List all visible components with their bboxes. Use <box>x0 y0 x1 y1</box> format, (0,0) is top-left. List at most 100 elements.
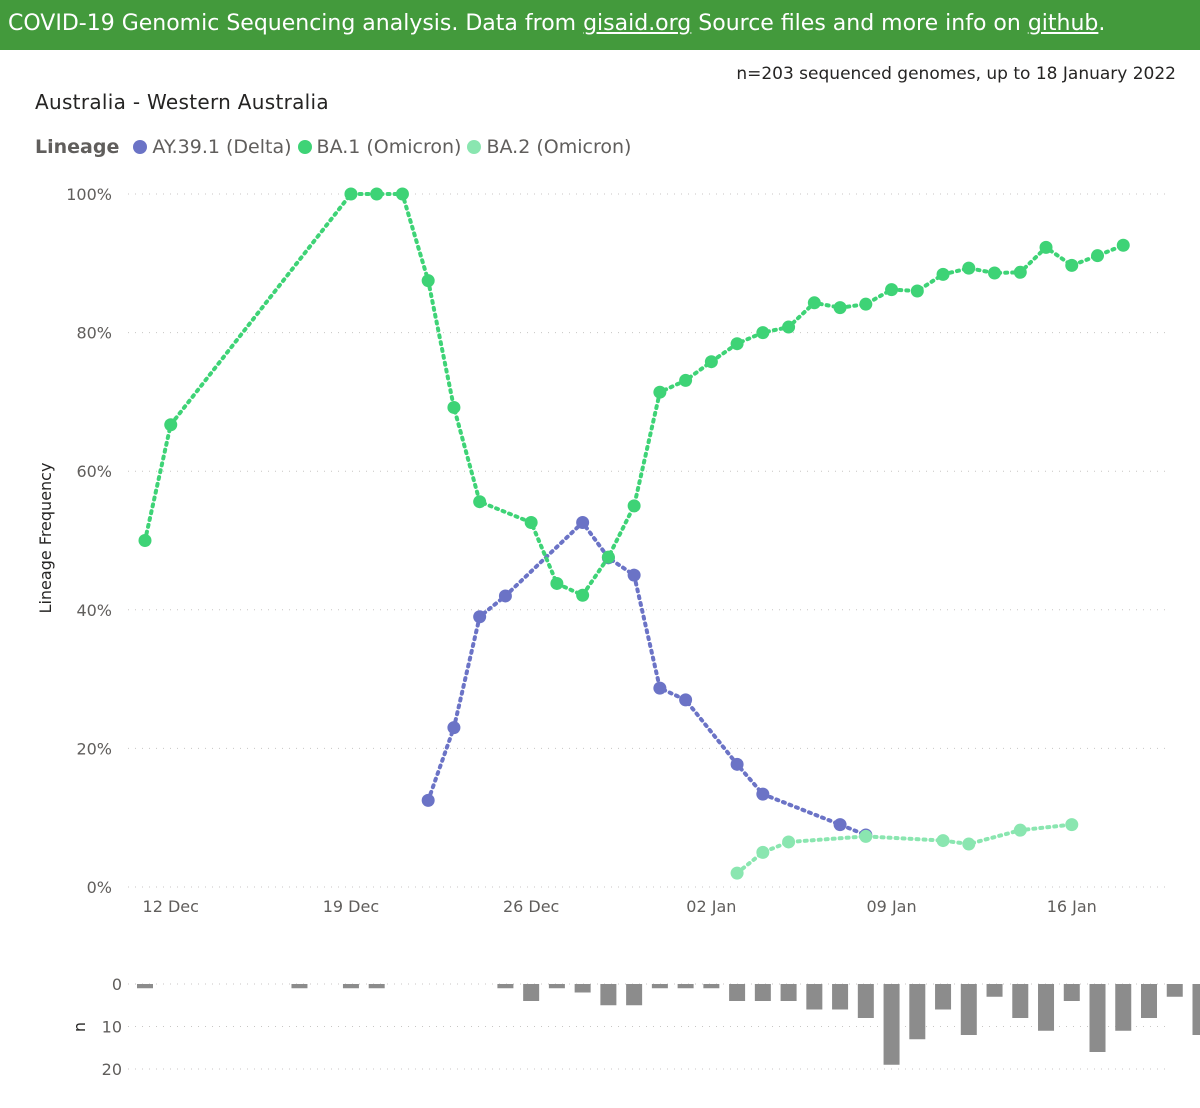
data-point <box>756 845 770 859</box>
header-text: COVID-19 Genomic Sequencing analysis. Da… <box>0 11 1105 36</box>
count-bar <box>986 984 1003 997</box>
legend-item-delta[interactable]: AY.39.1 (Delta) <box>133 136 292 158</box>
data-point <box>833 301 847 315</box>
data-point <box>395 187 409 201</box>
bar-y-tick-label: 20 <box>102 1060 122 1079</box>
data-point <box>936 834 950 848</box>
data-point <box>473 495 487 509</box>
count-bar <box>600 984 617 1006</box>
data-point <box>1039 240 1053 254</box>
count-bar <box>754 984 771 1001</box>
legend-item-ba2[interactable]: BA.2 (Omicron) <box>467 136 631 158</box>
series-ba2 <box>730 818 1079 880</box>
count-bar <box>1166 984 1183 997</box>
data-point <box>421 793 435 807</box>
x-tick-label: 19 Dec <box>323 897 379 916</box>
y-axis-label: Lineage Frequency <box>36 463 55 614</box>
gisaid-link[interactable]: gisaid.org <box>583 11 692 36</box>
count-bar <box>1089 984 1106 1052</box>
data-point <box>962 261 976 275</box>
count-bar <box>342 984 359 989</box>
data-point <box>447 721 461 735</box>
data-point <box>936 267 950 281</box>
data-point <box>344 187 358 201</box>
data-point <box>138 534 152 547</box>
count-bar <box>857 984 874 1018</box>
legend-dot-ba1 <box>297 140 312 154</box>
series-delta <box>421 515 873 842</box>
data-point <box>782 835 796 849</box>
count-bar <box>1063 984 1080 1001</box>
count-bar <box>729 984 746 1001</box>
legend-title: Lineage <box>35 136 120 158</box>
data-point <box>859 829 873 843</box>
data-point <box>910 284 924 298</box>
github-link[interactable]: github <box>1027 11 1099 36</box>
x-tick-label: 12 Dec <box>143 897 199 916</box>
x-tick-label: 09 Jan <box>867 897 917 916</box>
series-ba1 <box>138 187 1130 602</box>
count-bar <box>935 984 952 1010</box>
count-bar <box>1141 984 1157 1018</box>
count-bar <box>548 984 565 989</box>
data-point <box>962 837 976 851</box>
data-point <box>627 568 641 582</box>
count-bar <box>703 984 720 989</box>
data-point <box>576 588 590 602</box>
data-point <box>807 296 821 310</box>
data-point <box>164 418 178 432</box>
count-bar <box>523 984 540 1001</box>
data-point <box>653 385 667 399</box>
data-point <box>370 187 384 201</box>
bar-y-tick-label: 0 <box>112 975 122 994</box>
y-tick-label: 100% <box>66 185 112 204</box>
data-point <box>859 297 873 311</box>
data-point <box>421 274 435 288</box>
data-point <box>627 499 641 513</box>
legend-item-ba1[interactable]: BA.1 (Omicron) <box>297 136 461 158</box>
data-point <box>498 589 512 603</box>
data-point <box>756 326 770 340</box>
count-bar <box>780 984 797 1001</box>
legend-dot-delta <box>133 140 148 154</box>
data-point <box>730 866 744 880</box>
data-point <box>704 355 718 369</box>
data-point <box>653 681 667 695</box>
y-tick-label: 60% <box>76 462 112 481</box>
genome-count-text: n=203 sequenced genomes, up to 18 Januar… <box>736 64 1176 84</box>
series-line <box>143 192 1126 598</box>
data-point <box>1116 238 1130 252</box>
data-point <box>756 787 770 801</box>
data-point <box>473 610 487 624</box>
data-point <box>679 373 693 387</box>
data-point <box>524 515 538 529</box>
header-middle: Source files and more info on <box>691 11 1028 36</box>
data-point <box>1013 265 1027 279</box>
data-point <box>1065 258 1079 272</box>
count-bar <box>1192 984 1200 1035</box>
data-point <box>1091 249 1105 263</box>
data-point <box>988 266 1002 280</box>
bar-y-axis-label: n <box>70 1022 89 1032</box>
legend-label-ba2: BA.2 (Omicron) <box>486 136 632 158</box>
bar-y-tick-label: 10 <box>102 1018 122 1037</box>
count-bar <box>574 984 591 993</box>
data-point <box>730 757 744 771</box>
legend-label-delta: AY.39.1 (Delta) <box>152 136 292 158</box>
header-prefix: COVID-19 Genomic Sequencing analysis. Da… <box>8 11 584 36</box>
data-point <box>679 693 693 707</box>
series-line <box>426 519 868 837</box>
data-point <box>1065 818 1079 832</box>
data-point <box>782 320 796 334</box>
count-bar <box>677 984 694 989</box>
count-bar <box>497 984 514 989</box>
x-tick-label: 16 Jan <box>1047 897 1097 916</box>
y-tick-label: 80% <box>76 324 112 343</box>
data-point <box>550 576 564 590</box>
count-bar <box>1038 984 1055 1031</box>
data-point <box>447 400 461 414</box>
header-suffix: . <box>1098 11 1106 36</box>
y-tick-label: 20% <box>76 739 112 758</box>
count-bar <box>1115 984 1132 1031</box>
app-header: COVID-19 Genomic Sequencing analysis. Da… <box>0 0 1200 50</box>
